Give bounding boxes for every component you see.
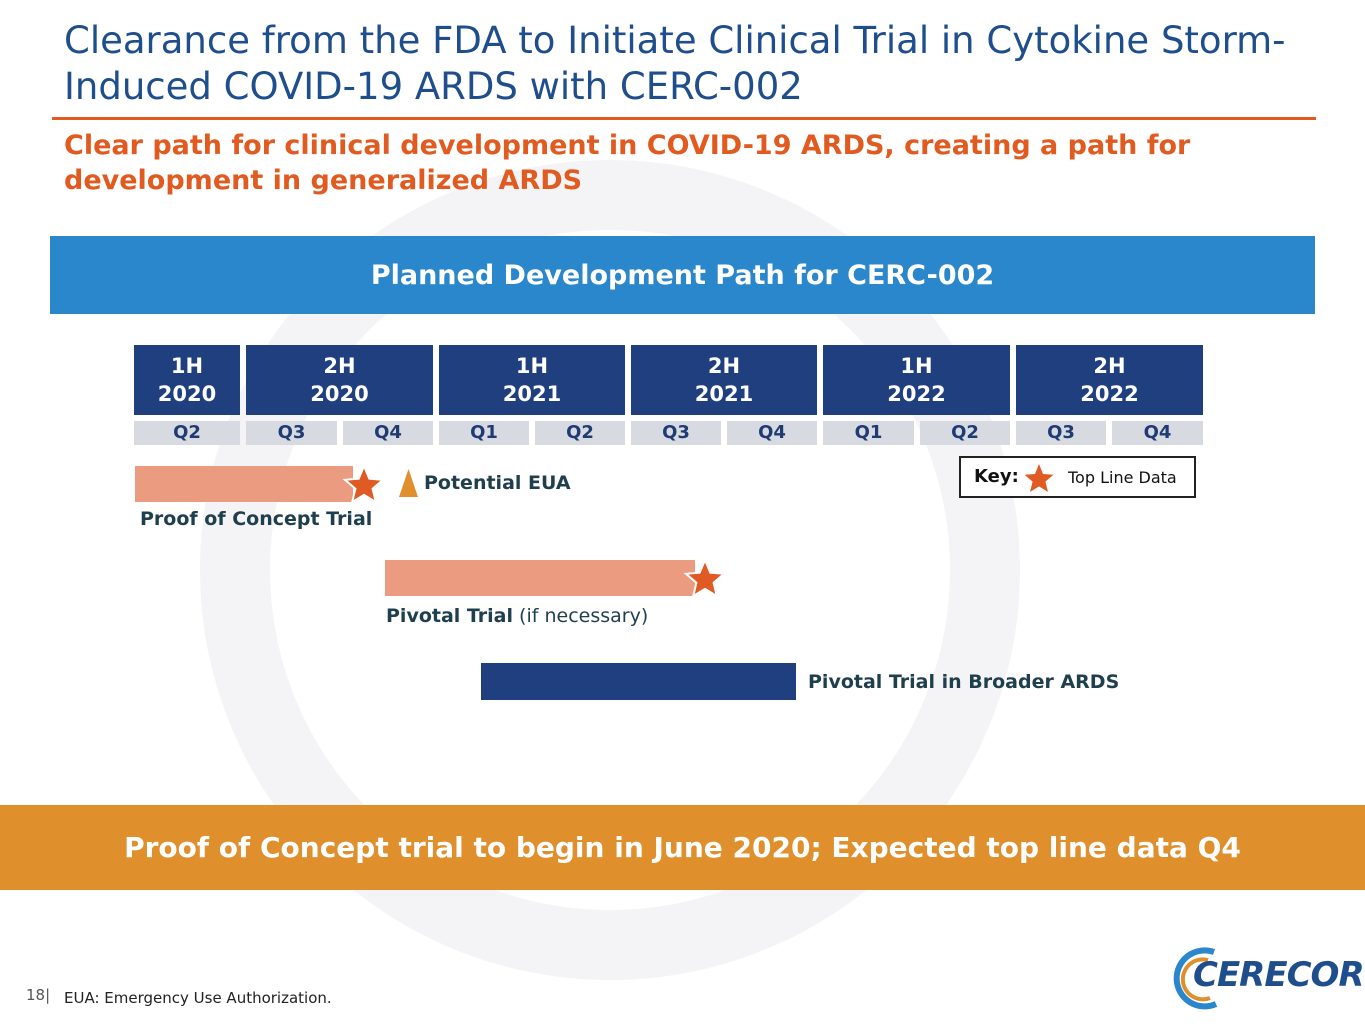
callout-banner: Proof of Concept trial to begin in June … <box>0 805 1365 890</box>
half-year: 2022 <box>887 382 946 406</box>
half-year: 2021 <box>502 382 562 406</box>
quarter-cell: Q3 <box>1016 421 1106 445</box>
half-year-header: 2H 2021 <box>631 345 817 415</box>
broad-ards-label: Pivotal Trial in Broader ARDS <box>808 671 1120 693</box>
section-banner: Planned Development Path for CERC-002 <box>50 236 1315 314</box>
star-icon <box>1024 464 1054 492</box>
quarter-cell: Q1 <box>439 421 529 445</box>
half-label: 2H <box>1093 354 1126 378</box>
logo-icon <box>1173 947 1218 1010</box>
poc-trial-label: Proof of Concept Trial <box>140 508 373 530</box>
footnote: EUA: Emergency Use Authorization. <box>64 989 332 1007</box>
title-divider <box>52 117 1316 120</box>
company-logo: CERECOR <box>1193 955 1365 995</box>
key-label: Key: <box>974 466 1019 487</box>
quarter-cell: Q4 <box>343 421 433 445</box>
quarter-cell: Q2 <box>134 421 240 445</box>
quarter-cell: Q2 <box>535 421 625 445</box>
poc-trial-bar <box>135 466 353 502</box>
half-year-header: 2H 2022 <box>1016 345 1203 415</box>
pivotal-trial-bar <box>385 560 695 596</box>
half-year-header: 1H 2022 <box>823 345 1010 415</box>
half-year: 2022 <box>1080 382 1139 406</box>
quarter-cell: Q4 <box>1112 421 1203 445</box>
triangle-icon <box>399 469 418 497</box>
half-year: 2020 <box>157 382 217 406</box>
broad-ards-bar <box>481 663 796 700</box>
star-icon <box>342 463 386 505</box>
half-year: 2021 <box>694 382 754 406</box>
half-label: 2H <box>323 354 356 378</box>
legend-key: Key: Top Line Data <box>959 456 1196 498</box>
half-label: 1H <box>515 354 549 378</box>
half-label: 2H <box>707 354 741 378</box>
quarter-cell: Q1 <box>823 421 914 445</box>
quarter-cell: Q2 <box>920 421 1010 445</box>
pivotal-milestone <box>683 557 727 599</box>
callout-text: Proof of Concept trial to begin in June … <box>124 831 1241 864</box>
poc-milestones <box>342 463 418 505</box>
pivotal-trial-name: Pivotal Trial <box>386 605 513 627</box>
eua-label: Potential EUA <box>424 472 571 494</box>
quarter-cell: Q3 <box>631 421 721 445</box>
pivotal-trial-note: (if necessary) <box>513 605 649 627</box>
page-title: Clearance from the FDA to Initiate Clini… <box>64 19 1286 108</box>
quarter-cell: Q4 <box>727 421 817 445</box>
half-label: 1H <box>900 354 933 378</box>
pivotal-trial-label: Pivotal Trial (if necessary) <box>386 605 648 627</box>
half-year-header: 1H 2021 <box>439 345 625 415</box>
half-year: 2020 <box>310 382 369 406</box>
star-icon <box>683 557 727 599</box>
page-number: 18| <box>26 986 51 1004</box>
page-subtitle: Clear path for clinical development in C… <box>64 130 1191 196</box>
half-year-header: 1H 2020 <box>134 345 240 415</box>
quarter-cell: Q3 <box>246 421 337 445</box>
key-item-label: Top Line Data <box>1068 468 1177 487</box>
half-label: 1H <box>170 354 204 378</box>
half-year-header: 2H 2020 <box>246 345 433 415</box>
banner-text: Planned Development Path for CERC-002 <box>370 259 995 291</box>
